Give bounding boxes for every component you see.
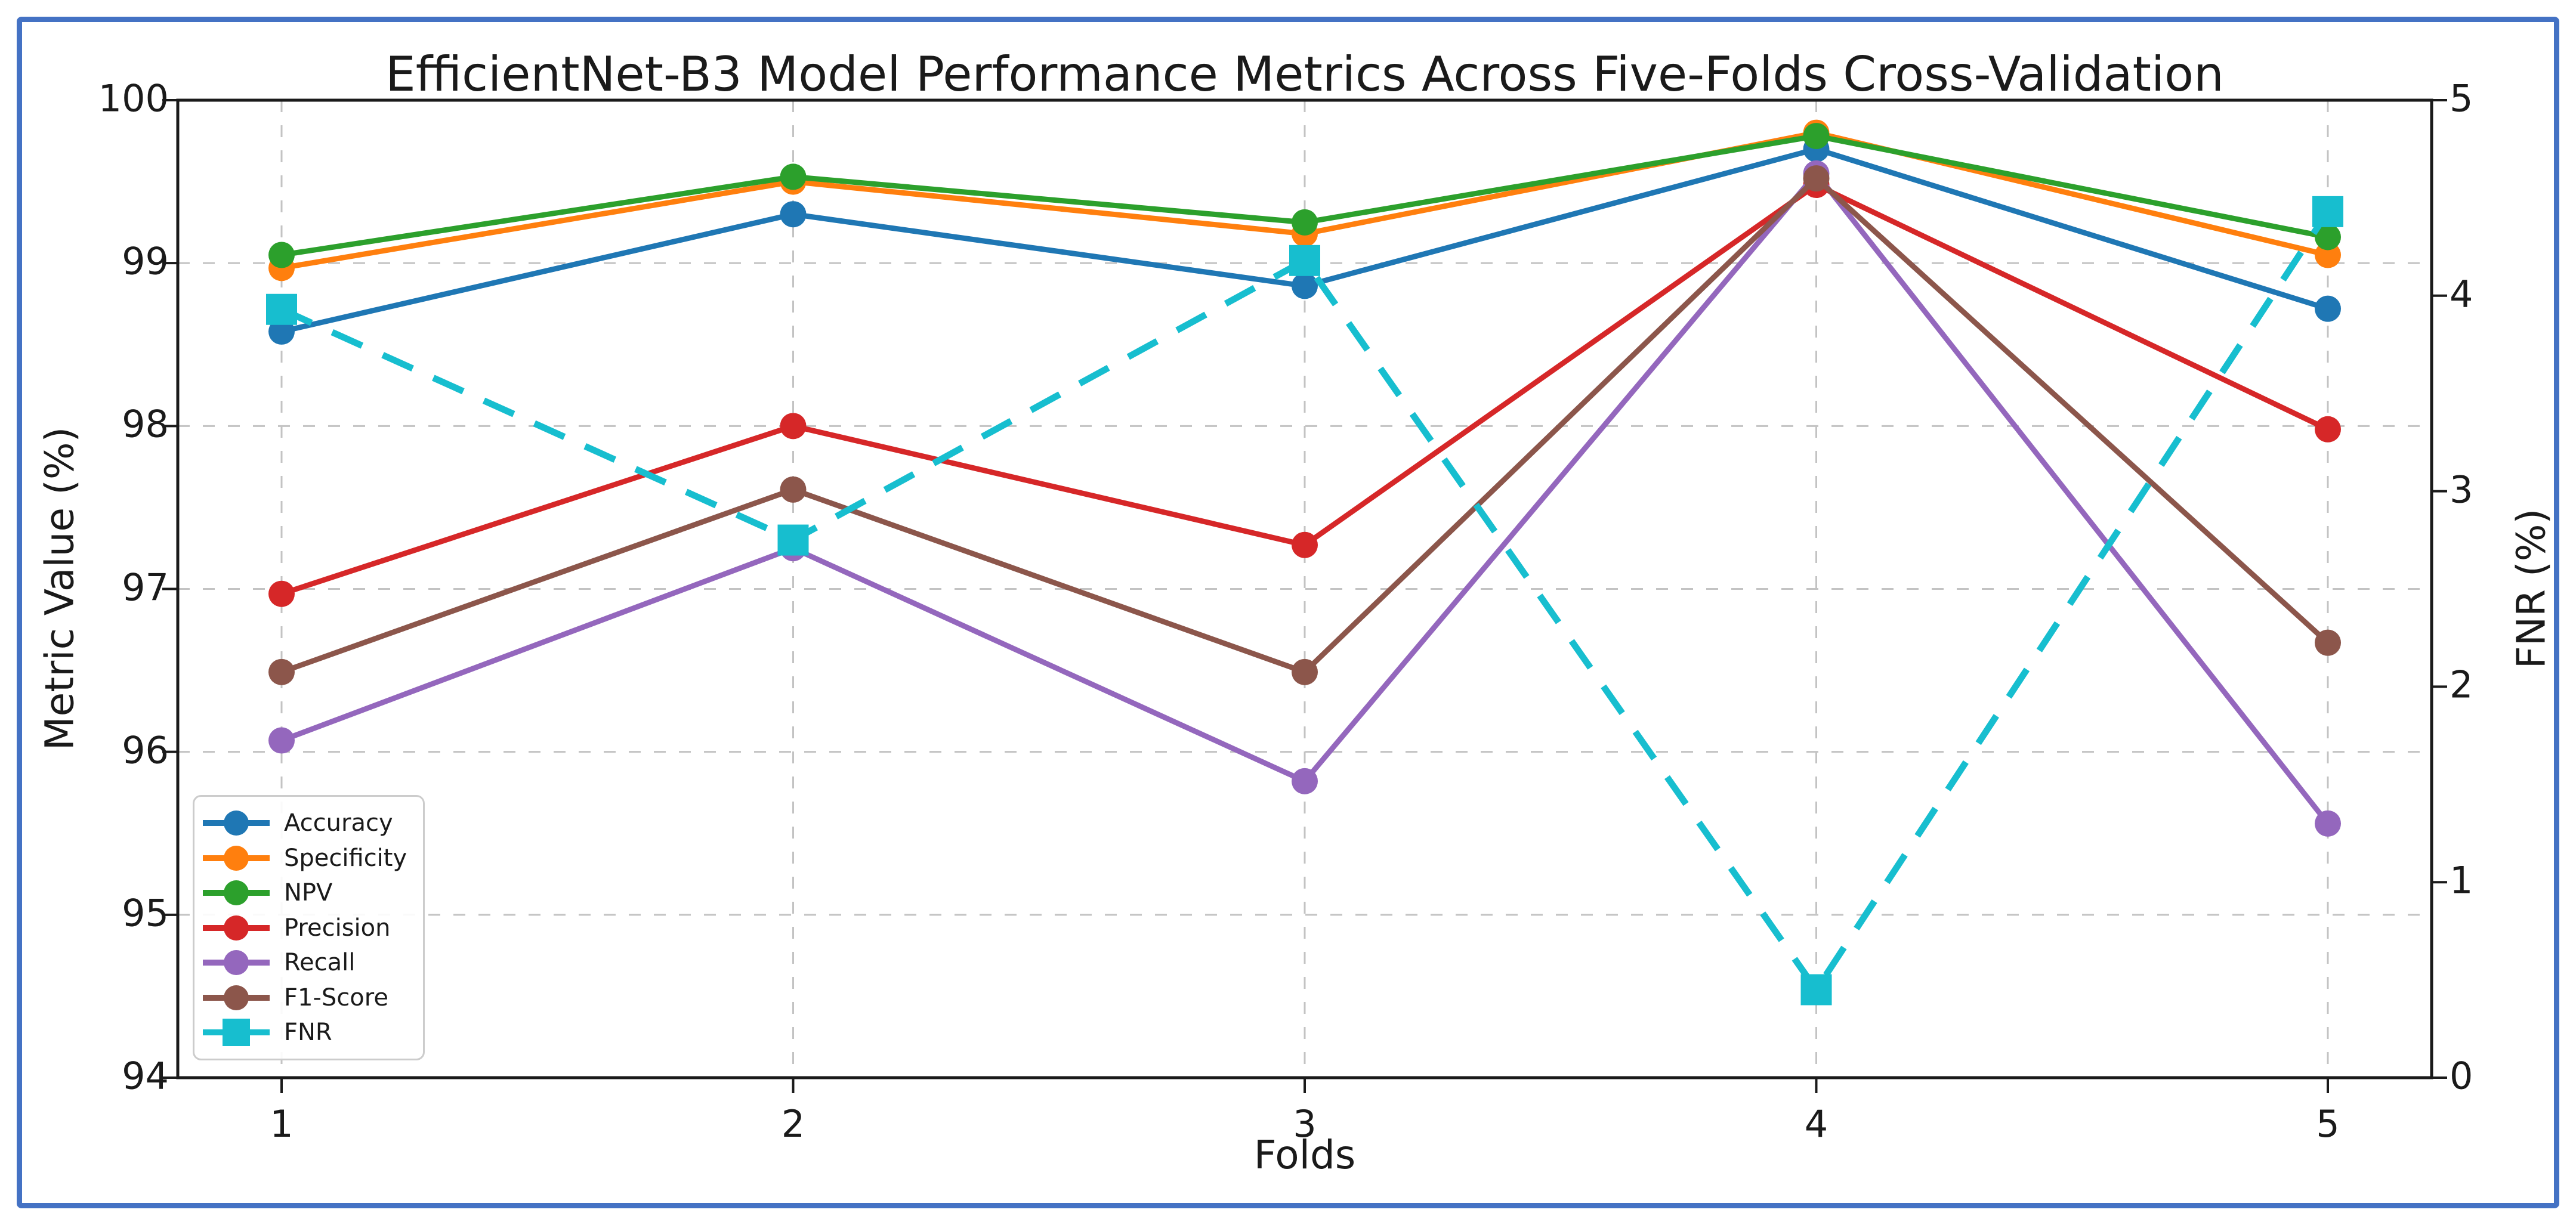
legend-label: Precision — [284, 914, 391, 942]
right-axis-tick-label: 2 — [2450, 663, 2473, 707]
legend-line-sample — [203, 845, 270, 871]
right-axis-tick-label: 4 — [2450, 272, 2473, 316]
left-axis-tick-label: 100 — [98, 76, 169, 120]
data-point-precision — [780, 413, 807, 440]
left-axis-tick-label: 97 — [122, 565, 169, 610]
data-point-f1-score — [268, 658, 295, 685]
data-point-accuracy — [1292, 273, 1318, 299]
data-point-f1-score — [2315, 629, 2341, 656]
legend-line-sample — [203, 985, 270, 1010]
chart-title: EfficientNet-B3 Model Performance Metric… — [385, 47, 2224, 102]
legend-line-sample — [203, 880, 270, 905]
outer-blue-frame — [17, 17, 2559, 1208]
right-y-axis-label: FNR (%) — [2508, 508, 2555, 669]
x-axis-tick-label: 3 — [1293, 1102, 1317, 1146]
left-axis-tick-label: 96 — [122, 728, 169, 772]
x-axis-tick-label: 4 — [1804, 1102, 1828, 1146]
legend-line-sample — [203, 1019, 270, 1046]
data-point-fnr — [2312, 196, 2343, 227]
data-point-fnr — [777, 524, 809, 556]
legend-circle-marker — [224, 880, 249, 905]
data-point-npv — [268, 242, 295, 268]
legend-item-specificity: Specificity — [203, 842, 415, 875]
legend-circle-marker — [224, 915, 249, 941]
right-axis-tick-label: 3 — [2450, 468, 2473, 512]
legend-circle-marker — [224, 985, 249, 1010]
legend-item-npv: NPV — [203, 876, 415, 910]
left-axis-tick-label: 99 — [122, 239, 169, 283]
data-point-recall — [1292, 768, 1318, 794]
data-point-f1-score — [1803, 165, 1830, 192]
legend-item-fnr: FNR — [203, 1016, 415, 1049]
data-point-accuracy — [780, 201, 807, 228]
legend-line-sample — [203, 811, 270, 836]
data-point-precision — [1292, 531, 1318, 558]
data-point-npv — [1803, 123, 1830, 150]
right-axis-tick-label: 5 — [2450, 76, 2473, 120]
left-axis-tick-label: 98 — [122, 402, 169, 446]
data-point-precision — [268, 580, 295, 607]
legend-label: F1-Score — [284, 983, 388, 1011]
legend-item-recall: Recall — [203, 946, 415, 979]
right-axis-tick-label: 0 — [2450, 1054, 2473, 1098]
legend-circle-marker — [224, 950, 249, 975]
legend-item-precision: Precision — [203, 911, 415, 945]
left-axis-tick-label: 95 — [122, 891, 169, 935]
legend-label: NPV — [284, 879, 333, 907]
left-y-axis-label: Metric Value (%) — [36, 426, 83, 751]
data-series — [266, 119, 2343, 1006]
data-point-npv — [2315, 224, 2341, 250]
x-axis-label: Folds — [1253, 1132, 1356, 1178]
legend-circle-marker — [224, 845, 249, 871]
data-point-fnr — [266, 293, 297, 325]
data-point-precision — [2315, 416, 2341, 443]
legend-item-f1-score: F1-Score — [203, 981, 415, 1014]
data-point-f1-score — [1292, 658, 1318, 685]
data-point-fnr — [1289, 245, 1320, 276]
legend-label: FNR — [284, 1019, 332, 1046]
right-axis-tick-label: 1 — [2450, 858, 2473, 902]
data-point-accuracy — [268, 318, 295, 345]
x-axis-tick-label: 2 — [781, 1102, 805, 1146]
left-axis-tick-label: 94 — [122, 1054, 169, 1098]
data-point-accuracy — [2315, 295, 2341, 322]
series-line-fnr — [280, 209, 2331, 996]
legend-circle-marker — [224, 811, 249, 836]
data-point-fnr — [1800, 974, 1832, 1006]
axes-spines-and-ticks — [162, 98, 2447, 1093]
legend-label: Recall — [284, 949, 356, 976]
data-point-npv — [1292, 209, 1318, 236]
legend-box: Accuracy Specificity NPV Precision Recall F1-… — [193, 795, 425, 1060]
data-point-recall — [2315, 810, 2341, 837]
x-axis-tick-label: 1 — [270, 1102, 294, 1146]
legend-item-accuracy: Accuracy — [203, 806, 415, 840]
legend-label: Specificity — [284, 844, 407, 872]
x-axis-tick-label: 5 — [2316, 1102, 2340, 1146]
legend-line-sample — [203, 915, 270, 941]
data-point-npv — [780, 163, 807, 190]
legend-square-marker — [223, 1019, 250, 1046]
legend-line-sample — [203, 950, 270, 975]
data-point-recall — [268, 727, 295, 754]
data-point-f1-score — [780, 476, 807, 503]
legend-label: Accuracy — [284, 809, 393, 837]
